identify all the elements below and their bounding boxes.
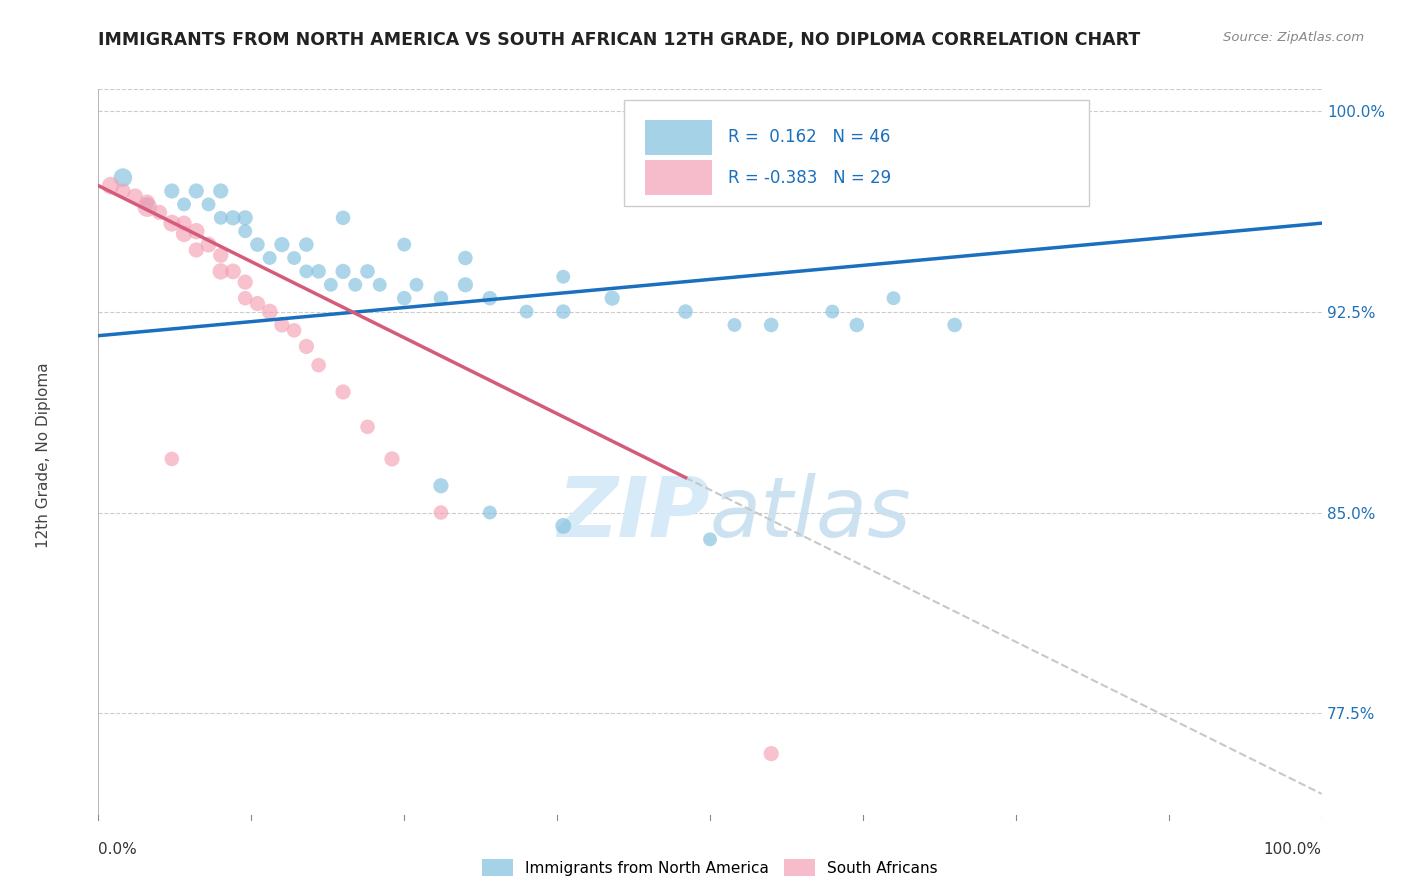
- Point: [100, 178, 122, 193]
- Point: [368, 277, 391, 292]
- Point: [356, 264, 378, 278]
- Point: [173, 216, 195, 230]
- Point: [381, 452, 404, 467]
- Point: [124, 189, 146, 203]
- Point: [295, 339, 318, 353]
- Point: [160, 184, 183, 198]
- Point: [186, 243, 208, 257]
- Text: 12th Grade, No Diploma: 12th Grade, No Diploma: [37, 362, 51, 548]
- Point: [356, 419, 378, 434]
- Point: [308, 358, 330, 372]
- FancyBboxPatch shape: [624, 100, 1090, 206]
- Legend: Immigrants from North America, South Africans: Immigrants from North America, South Afr…: [477, 853, 943, 882]
- Point: [699, 533, 721, 547]
- Point: [454, 251, 477, 265]
- Point: [209, 248, 232, 262]
- Point: [136, 194, 159, 209]
- Point: [405, 277, 427, 292]
- Point: [270, 318, 294, 332]
- Point: [283, 323, 305, 337]
- Point: [344, 277, 367, 292]
- Point: [392, 237, 416, 252]
- Point: [246, 296, 269, 310]
- Point: [160, 452, 183, 467]
- Point: [332, 384, 354, 399]
- Text: 100.0%: 100.0%: [1264, 842, 1322, 857]
- Point: [478, 506, 501, 520]
- Text: atlas: atlas: [710, 473, 911, 554]
- Point: [553, 269, 575, 284]
- Point: [222, 264, 245, 278]
- FancyBboxPatch shape: [645, 161, 713, 195]
- Point: [209, 211, 232, 225]
- Point: [283, 251, 305, 265]
- Text: R = -0.383   N = 29: R = -0.383 N = 29: [728, 169, 891, 186]
- Point: [136, 197, 159, 211]
- Point: [515, 304, 537, 318]
- Point: [160, 216, 183, 230]
- Text: IMMIGRANTS FROM NORTH AMERICA VS SOUTH AFRICAN 12TH GRADE, NO DIPLOMA CORRELATIO: IMMIGRANTS FROM NORTH AMERICA VS SOUTH A…: [98, 31, 1140, 49]
- Point: [553, 519, 575, 533]
- Point: [111, 170, 134, 185]
- Text: 0.0%: 0.0%: [98, 842, 138, 857]
- Point: [295, 237, 318, 252]
- Point: [149, 205, 172, 219]
- Point: [761, 318, 783, 332]
- Point: [246, 237, 269, 252]
- Point: [233, 291, 256, 305]
- Point: [186, 224, 208, 238]
- Point: [270, 237, 294, 252]
- Point: [478, 291, 501, 305]
- Text: ZIP: ZIP: [557, 473, 710, 554]
- Point: [209, 264, 232, 278]
- FancyBboxPatch shape: [645, 120, 713, 155]
- Point: [197, 237, 219, 252]
- Point: [197, 197, 219, 211]
- Point: [845, 318, 868, 332]
- Point: [308, 264, 330, 278]
- Point: [259, 251, 281, 265]
- Point: [600, 291, 623, 305]
- Point: [136, 200, 159, 214]
- Point: [675, 304, 697, 318]
- Point: [319, 277, 342, 292]
- Point: [295, 264, 318, 278]
- Point: [222, 211, 245, 225]
- Point: [723, 318, 745, 332]
- Point: [111, 184, 134, 198]
- Text: R =  0.162   N = 46: R = 0.162 N = 46: [728, 128, 891, 146]
- Point: [553, 304, 575, 318]
- Point: [209, 184, 232, 198]
- Point: [332, 264, 354, 278]
- Point: [186, 184, 208, 198]
- Point: [430, 291, 453, 305]
- Point: [430, 479, 453, 493]
- Point: [259, 304, 281, 318]
- Text: Source: ZipAtlas.com: Source: ZipAtlas.com: [1223, 31, 1364, 45]
- Point: [392, 291, 416, 305]
- Point: [454, 277, 477, 292]
- Point: [332, 211, 354, 225]
- Point: [173, 197, 195, 211]
- Point: [883, 291, 905, 305]
- Point: [233, 275, 256, 289]
- Point: [761, 747, 783, 761]
- Point: [233, 224, 256, 238]
- Point: [943, 318, 966, 332]
- Point: [430, 506, 453, 520]
- Point: [233, 211, 256, 225]
- Point: [821, 304, 844, 318]
- Point: [173, 227, 195, 241]
